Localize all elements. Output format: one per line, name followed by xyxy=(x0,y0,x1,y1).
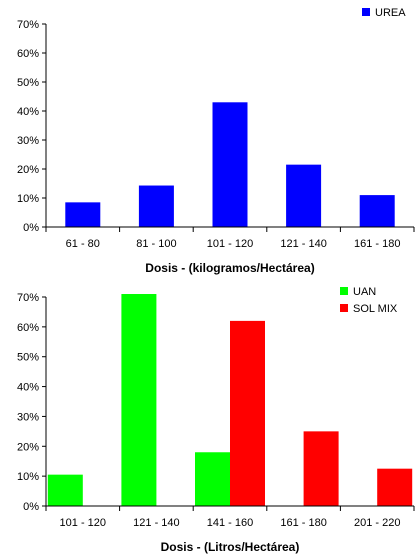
bar-uan xyxy=(47,474,83,506)
x-axis-label: Dosis - (kilogramos/Hectárea) xyxy=(145,261,314,275)
y-tick-label: 50% xyxy=(17,77,39,89)
x-tick-label: 101 - 120 xyxy=(207,238,253,250)
y-tick-label: 0% xyxy=(23,222,39,234)
y-tick-label: 50% xyxy=(17,352,39,364)
x-tick-label: 61 - 80 xyxy=(66,238,100,250)
legend-label: UREA xyxy=(375,7,406,19)
y-tick-label: 10% xyxy=(17,471,39,483)
y-tick-label: 60% xyxy=(17,48,39,60)
y-tick-label: 20% xyxy=(17,441,39,453)
uan-solmix-chart: 0% 10% 20% 30% 40% 50% 60% 70% 101 - 120 121 - 14… xyxy=(17,286,415,554)
y-tick-label: 70% xyxy=(17,19,39,31)
bar-urea xyxy=(286,164,322,227)
x-tick-label: 121 - 140 xyxy=(280,238,326,250)
bar-urea xyxy=(65,202,101,227)
x-tick-label: 81 - 100 xyxy=(136,238,176,250)
y-tick-label: 30% xyxy=(17,135,39,147)
x-tick-label: 161 - 180 xyxy=(280,517,326,529)
legend-swatch xyxy=(340,287,348,295)
bar-sol-mix xyxy=(230,320,265,506)
legend-swatch xyxy=(340,304,348,312)
bar-urea xyxy=(212,102,248,227)
y-tick-label: 40% xyxy=(17,382,39,394)
y-tick-label: 70% xyxy=(17,292,39,304)
y-tick-label: 40% xyxy=(17,106,39,118)
bar-urea xyxy=(359,195,395,227)
bar-uan xyxy=(121,294,157,506)
y-tick-label: 20% xyxy=(17,164,39,176)
x-tick-label: 101 - 120 xyxy=(60,517,106,529)
y-tick-label: 10% xyxy=(17,193,39,205)
x-tick-label: 201 - 220 xyxy=(354,517,400,529)
legend-label: UAN xyxy=(353,286,376,298)
y-tick-label: 30% xyxy=(17,411,39,423)
y-tick-label: 60% xyxy=(17,322,39,334)
legend-label: SOL MIX xyxy=(353,303,398,315)
legend-swatch xyxy=(362,8,370,16)
bar-sol-mix xyxy=(377,468,413,506)
x-tick-label: 141 - 160 xyxy=(207,517,253,529)
urea-chart: 0% 10% 20% 30% 40% 50% 60% 70% 61 - 80 81 - 100 10… xyxy=(17,7,415,275)
bar-urea xyxy=(138,185,174,227)
x-tick-label: 161 - 180 xyxy=(354,238,400,250)
y-tick-label: 0% xyxy=(23,501,39,513)
bar-uan xyxy=(195,452,230,506)
x-tick-label: 121 - 140 xyxy=(133,517,179,529)
x-axis-label: Dosis - (Litros/Hectárea) xyxy=(161,540,300,554)
bar-sol-mix xyxy=(303,431,339,506)
